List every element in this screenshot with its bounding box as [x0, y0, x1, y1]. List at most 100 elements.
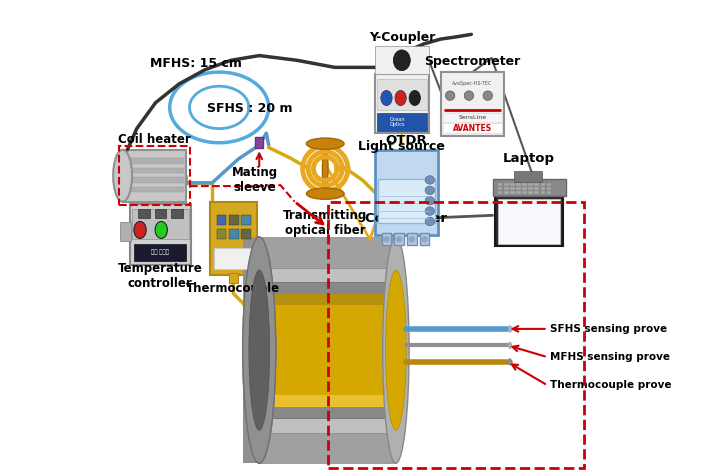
Ellipse shape: [425, 207, 435, 215]
Text: 온도 제어기: 온도 제어기: [151, 249, 169, 255]
Bar: [493, 179, 566, 196]
Bar: [516, 191, 521, 193]
Bar: [547, 183, 551, 186]
Bar: [534, 183, 539, 186]
Ellipse shape: [155, 221, 168, 238]
Ellipse shape: [409, 236, 415, 243]
Bar: [522, 187, 527, 190]
Bar: [327, 201, 585, 468]
Bar: [443, 113, 502, 121]
Bar: [138, 209, 150, 218]
Ellipse shape: [113, 150, 132, 201]
Text: Y-Coupler: Y-Coupler: [368, 31, 435, 44]
Bar: [547, 191, 551, 193]
Bar: [125, 168, 184, 173]
Bar: [547, 187, 551, 190]
Bar: [510, 187, 515, 190]
Bar: [217, 229, 226, 239]
Bar: [129, 204, 191, 265]
Bar: [259, 419, 396, 433]
Bar: [259, 407, 396, 419]
Bar: [375, 46, 429, 74]
Bar: [522, 183, 527, 186]
Bar: [259, 237, 396, 268]
Bar: [514, 172, 542, 182]
Bar: [241, 229, 251, 239]
Text: Transmitting
optical fiber: Transmitting optical fiber: [283, 209, 368, 237]
Bar: [210, 201, 257, 275]
Bar: [119, 146, 190, 205]
Ellipse shape: [243, 237, 276, 463]
Bar: [377, 113, 426, 131]
Bar: [528, 191, 533, 193]
Ellipse shape: [385, 270, 407, 430]
Bar: [407, 233, 416, 245]
Bar: [528, 187, 533, 190]
Bar: [214, 248, 252, 269]
Bar: [125, 158, 184, 164]
Bar: [125, 177, 184, 183]
Bar: [259, 433, 396, 463]
Bar: [255, 137, 263, 148]
Ellipse shape: [425, 176, 435, 184]
Bar: [375, 74, 429, 133]
Bar: [122, 150, 186, 201]
Bar: [378, 179, 435, 223]
Ellipse shape: [508, 358, 512, 365]
Text: Light source: Light source: [358, 140, 445, 153]
Ellipse shape: [322, 146, 328, 191]
Ellipse shape: [464, 91, 474, 100]
Bar: [259, 268, 396, 282]
Ellipse shape: [421, 236, 428, 243]
Text: Coil heater: Coil heater: [366, 212, 448, 225]
Bar: [522, 191, 527, 193]
Text: OTDR: OTDR: [385, 134, 428, 147]
Text: Thermocouple: Thermocouple: [186, 283, 281, 295]
Bar: [243, 237, 262, 463]
Bar: [510, 183, 515, 186]
Bar: [377, 79, 426, 110]
Bar: [541, 191, 545, 193]
Bar: [534, 191, 539, 193]
Ellipse shape: [393, 50, 410, 71]
Bar: [375, 150, 438, 235]
Text: Laptop: Laptop: [503, 152, 555, 165]
Bar: [217, 215, 226, 225]
Bar: [495, 196, 563, 246]
Bar: [443, 123, 502, 133]
Bar: [155, 209, 166, 218]
Text: SFHS : 20 m: SFHS : 20 m: [207, 102, 293, 115]
Ellipse shape: [396, 236, 402, 243]
Bar: [259, 293, 396, 407]
Text: SensLine: SensLine: [458, 115, 486, 120]
Text: AvaSpec-HS-TEC: AvaSpec-HS-TEC: [452, 82, 493, 86]
Text: MFHS sensing prove: MFHS sensing prove: [550, 352, 670, 362]
Text: Spectrometer: Spectrometer: [424, 55, 520, 68]
Bar: [132, 209, 189, 239]
Bar: [259, 395, 396, 407]
Text: Mating
sleeve: Mating sleeve: [231, 165, 278, 193]
Ellipse shape: [508, 325, 512, 333]
Bar: [395, 233, 404, 245]
Bar: [120, 222, 131, 241]
Ellipse shape: [247, 265, 271, 435]
Text: Thermocouple prove: Thermocouple prove: [550, 381, 672, 391]
Bar: [241, 215, 251, 225]
Text: MFHS: 15 cm: MFHS: 15 cm: [150, 57, 242, 70]
Bar: [498, 187, 503, 190]
Ellipse shape: [383, 236, 390, 243]
Ellipse shape: [134, 221, 146, 238]
Bar: [498, 191, 503, 193]
Bar: [440, 72, 504, 136]
Text: AVANTES: AVANTES: [453, 124, 492, 133]
Bar: [504, 191, 508, 193]
Bar: [510, 191, 515, 193]
Bar: [125, 187, 184, 192]
Bar: [528, 183, 533, 186]
Ellipse shape: [508, 342, 512, 349]
Bar: [259, 293, 396, 305]
Ellipse shape: [425, 217, 435, 226]
Ellipse shape: [425, 197, 435, 205]
Bar: [420, 233, 429, 245]
Bar: [382, 233, 391, 245]
